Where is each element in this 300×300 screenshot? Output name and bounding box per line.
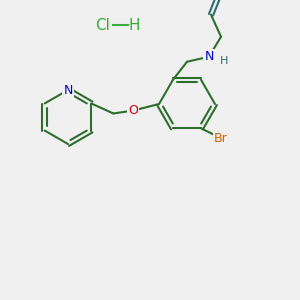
Text: O: O [128, 104, 138, 117]
Text: N: N [204, 50, 214, 63]
Text: Br: Br [214, 132, 228, 145]
Text: N: N [63, 83, 73, 97]
Text: Cl: Cl [95, 17, 110, 32]
Text: H: H [220, 56, 228, 66]
Text: H: H [128, 17, 140, 32]
